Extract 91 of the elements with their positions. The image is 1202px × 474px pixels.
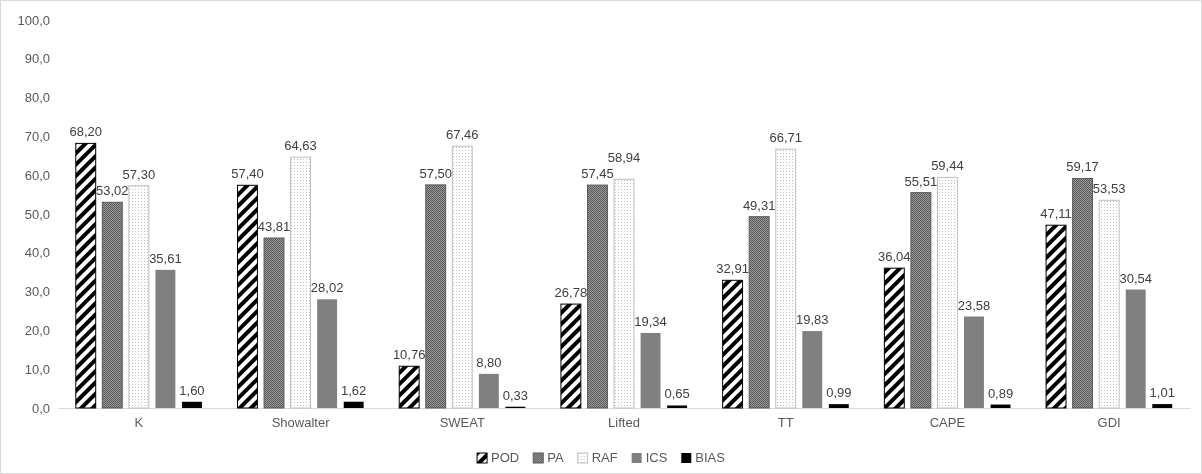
- bar: [613, 178, 635, 409]
- bar: [748, 216, 770, 409]
- bar: [343, 401, 364, 408]
- bar: [560, 303, 582, 409]
- bar: [155, 269, 176, 408]
- y-tick-label: 20,0: [24, 323, 50, 339]
- data-label: 35,61: [149, 250, 182, 266]
- bar: [640, 332, 661, 408]
- bar: [828, 404, 849, 408]
- data-label: 59,17: [1066, 159, 1099, 175]
- bar: [317, 299, 338, 408]
- data-label: 0,89: [987, 385, 1014, 401]
- data-label: 57,50: [419, 165, 452, 181]
- bar: [425, 184, 447, 409]
- data-label: 36,04: [878, 249, 911, 265]
- bar: [451, 145, 473, 409]
- data-label: 64,63: [284, 138, 317, 154]
- y-tick-label: 30,0: [24, 284, 50, 300]
- data-label: 49,31: [742, 197, 776, 213]
- y-tick-label: 40,0: [24, 245, 50, 261]
- y-tick-label: 10,0: [24, 361, 50, 377]
- data-label: 47,11: [1040, 206, 1072, 222]
- bar: [75, 142, 97, 409]
- data-label: 1,62: [341, 382, 367, 398]
- bar: [722, 279, 744, 409]
- data-label: 8,80: [476, 354, 502, 370]
- data-label: 0,65: [664, 386, 690, 402]
- y-tick-label: 80,0: [24, 90, 50, 106]
- bar: [237, 184, 258, 409]
- data-label: 23,58: [957, 297, 991, 313]
- data-label: 43,81: [257, 219, 291, 235]
- y-tick-label: 90,0: [24, 51, 50, 67]
- data-label: 0,99: [826, 385, 852, 401]
- data-label: 68,20: [69, 124, 103, 140]
- bar: [910, 192, 932, 409]
- data-label: 57,40: [231, 166, 264, 182]
- data-label: 57,30: [122, 166, 156, 182]
- bar: [182, 401, 202, 408]
- bar: [128, 185, 150, 409]
- legend-label: POD: [491, 450, 520, 465]
- bar: [263, 237, 285, 409]
- bar: [398, 365, 420, 409]
- data-label: 32,91: [716, 261, 749, 277]
- data-label: 30,54: [1119, 270, 1152, 286]
- bar: [964, 316, 984, 408]
- bar: [1045, 224, 1067, 409]
- data-label: 53,02: [96, 183, 129, 199]
- data-label: 26,78: [554, 285, 588, 301]
- bar: [883, 267, 905, 409]
- legend-label: RAF: [591, 450, 618, 465]
- bar: [775, 148, 797, 409]
- data-label: 19,83: [796, 312, 829, 328]
- data-label: 67,46: [446, 127, 479, 143]
- data-label: 28,02: [310, 280, 344, 296]
- data-label: 58,94: [607, 150, 641, 166]
- data-label: 1,60: [179, 382, 205, 398]
- bar: [936, 176, 958, 409]
- x-tick-label: Showalter: [271, 415, 331, 431]
- y-tick-label: 60,0: [24, 167, 50, 183]
- bar: [1098, 199, 1120, 409]
- bar: [1072, 177, 1094, 409]
- bar: [586, 184, 608, 409]
- y-tick-label: 100,0: [17, 12, 50, 28]
- bar: [667, 405, 688, 408]
- x-tick-label: K: [134, 415, 144, 431]
- data-label: 59,44: [931, 157, 964, 173]
- data-label: 19,34: [634, 313, 667, 329]
- bar: [1125, 289, 1146, 408]
- legend-label: PA: [547, 450, 564, 465]
- x-tick-label: GDI: [1097, 415, 1121, 431]
- x-tick-label: CAPE: [929, 415, 966, 431]
- data-label: 53,53: [1092, 181, 1126, 197]
- bar: [802, 331, 823, 408]
- data-label: 10,76: [392, 347, 426, 363]
- x-tick-label: TT: [777, 415, 794, 431]
- legend-label: ICS: [645, 450, 668, 465]
- x-tick-label: SWEAT: [439, 415, 485, 431]
- data-label: 66,71: [769, 130, 802, 146]
- bar: [1152, 404, 1173, 408]
- bar: [101, 201, 123, 409]
- y-tick-label: 0,0: [31, 400, 50, 416]
- data-label: 1,01: [1149, 385, 1175, 401]
- data-label: 55,51: [904, 173, 938, 189]
- data-label: 0,33: [502, 387, 529, 403]
- legend-label: BIAS: [695, 450, 726, 465]
- bar: [290, 156, 312, 409]
- y-tick-label: 50,0: [24, 206, 50, 222]
- bar: [478, 373, 499, 408]
- data-label: 57,45: [581, 166, 614, 182]
- x-tick-label: Lifted: [608, 415, 640, 431]
- y-tick-label: 70,0: [24, 129, 50, 145]
